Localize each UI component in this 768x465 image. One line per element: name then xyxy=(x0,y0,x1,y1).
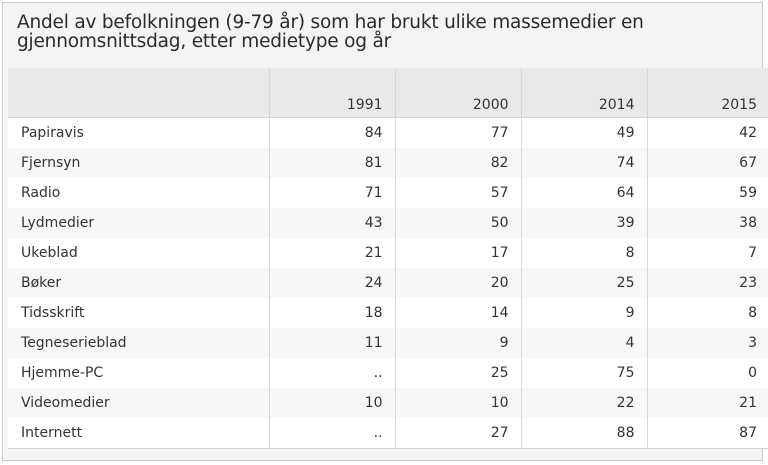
table-cell-1991: 11 xyxy=(268,328,396,358)
table-cell-1991: 43 xyxy=(268,208,396,238)
table-cell-1991: 18 xyxy=(268,298,396,328)
table-cell-2000: 9 xyxy=(394,328,522,358)
table-row: Papiravis 84 77 49 42 xyxy=(8,117,768,148)
table-cell-1991: .. xyxy=(268,358,396,388)
table-row: Videomedier 10 10 22 21 xyxy=(8,388,768,418)
table-cell-2015: 0 xyxy=(646,358,768,388)
table-cell-2015: 7 xyxy=(646,238,768,268)
table-cell-2015: 38 xyxy=(646,208,768,238)
table-cell-2015: 8 xyxy=(646,298,768,328)
table-cell-2000: 77 xyxy=(394,117,522,148)
table-cell-2014: 64 xyxy=(520,178,647,208)
table-cell-2014: 4 xyxy=(520,328,647,358)
table-row: Hjemme-PC.. 25 75 0 xyxy=(8,358,768,388)
row-label: Videomedier xyxy=(8,388,270,418)
row-label: Bøker xyxy=(8,268,270,298)
column-header-2015: 2015 xyxy=(646,68,768,118)
media-usage-table: 1991 2000 2014 2015 Papiravis 84 77 49 42 Fje… xyxy=(8,68,768,449)
table-cell-2014: 74 xyxy=(520,148,647,178)
table-row: Fjernsyn 81 82 74 67 xyxy=(8,148,768,178)
column-header-2000: 2000 xyxy=(394,68,522,118)
row-label: Tidsskrift xyxy=(8,298,270,328)
row-label: Internett xyxy=(8,418,270,449)
table-cell-2015: 67 xyxy=(646,148,768,178)
row-label: Hjemme-PC xyxy=(8,358,270,388)
row-label: Tegneserieblad xyxy=(8,328,270,358)
table-cell-2014: 25 xyxy=(520,268,647,298)
table-cell-2014: 8 xyxy=(520,238,647,268)
table-cell-2000: 50 xyxy=(394,208,522,238)
row-label: Ukeblad xyxy=(8,238,270,268)
table-cell-2015: 3 xyxy=(646,328,768,358)
row-label: Papiravis xyxy=(8,117,270,148)
table-cell-2000: 14 xyxy=(394,298,522,328)
table-cell-2000: 27 xyxy=(394,418,522,449)
table-cell-2000: 57 xyxy=(394,178,522,208)
row-label: Fjernsyn xyxy=(8,148,270,178)
table-cell-2015: 87 xyxy=(646,418,768,449)
table-row: Radio 71 57 64 59 xyxy=(8,178,768,208)
table-row: Lydmedier 43 50 39 38 xyxy=(8,208,768,238)
table-cell-2015: 59 xyxy=(646,178,768,208)
table-cell-1991: .. xyxy=(268,418,396,449)
table-cell-2000: 20 xyxy=(394,268,522,298)
table-cell-1991: 71 xyxy=(268,178,396,208)
table-cell-1991: 81 xyxy=(268,148,396,178)
table-cell-2014: 22 xyxy=(520,388,647,418)
table-row: Tidsskrift 18 14 9 8 xyxy=(8,298,768,328)
table-cell-2014: 88 xyxy=(520,418,647,449)
table-cell-1991: 10 xyxy=(268,388,396,418)
column-header-label xyxy=(8,68,270,118)
table-row: Tegneserieblad 11 9 4 3 xyxy=(8,328,768,358)
table-cell-2015: 23 xyxy=(646,268,768,298)
table-cell-2014: 39 xyxy=(520,208,647,238)
table-cell-2014: 9 xyxy=(520,298,647,328)
column-header-2014: 2014 xyxy=(520,68,647,118)
table-cell-2000: 10 xyxy=(394,388,522,418)
table-body: Papiravis 84 77 49 42 Fjernsyn 81 82 74 67 Radio 71… xyxy=(8,117,768,449)
table-row: Bøker 24 20 25 23 xyxy=(8,268,768,298)
table-row: Internett.. 27 88 87 xyxy=(8,418,768,449)
table-cell-2000: 17 xyxy=(394,238,522,268)
table-cell-1991: 24 xyxy=(268,268,396,298)
header-row: 1991 2000 2014 2015 xyxy=(8,68,768,118)
table-cell-2000: 25 xyxy=(394,358,522,388)
row-label: Lydmedier xyxy=(8,208,270,238)
table-cell-2000: 82 xyxy=(394,148,522,178)
table-cell-2015: 21 xyxy=(646,388,768,418)
table-cell-2014: 75 xyxy=(520,358,647,388)
row-label: Radio xyxy=(8,178,270,208)
column-header-1991: 1991 xyxy=(268,68,396,118)
table-row: Ukeblad 21 17 8 7 xyxy=(8,238,768,268)
table-cell-2014: 49 xyxy=(520,117,647,148)
table-cell-1991: 84 xyxy=(268,117,396,148)
table-cell-2015: 42 xyxy=(646,117,768,148)
table-title: Andel av befolkningen (9-79 år) som har … xyxy=(17,12,644,52)
table-cell-1991: 21 xyxy=(268,238,396,268)
